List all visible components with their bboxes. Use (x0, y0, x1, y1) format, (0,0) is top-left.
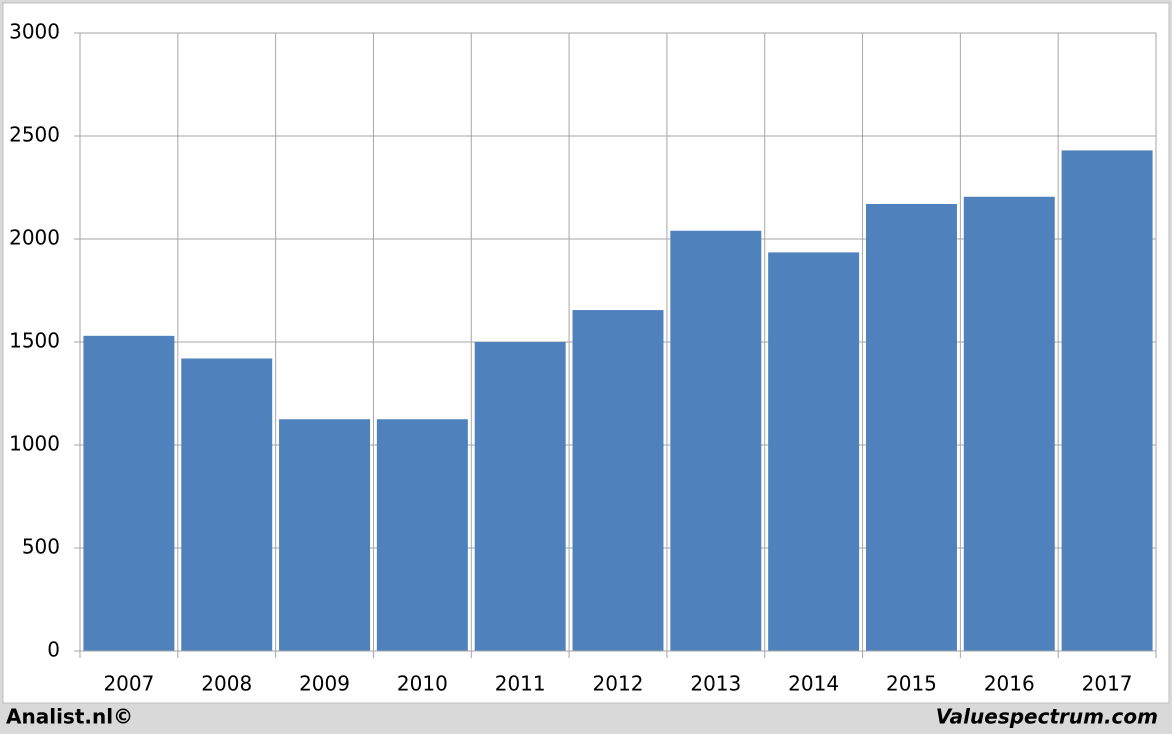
y-tick-label: 2000 (9, 226, 60, 250)
x-tick-label: 2013 (690, 672, 741, 696)
y-tick-label: 3000 (9, 20, 60, 44)
source-right: Valuespectrum.com (936, 705, 1158, 729)
x-tick-label: 2007 (103, 672, 154, 696)
x-tick-label: 2014 (788, 672, 839, 696)
x-tick-label: 2010 (397, 672, 448, 696)
bar (181, 358, 273, 651)
bar (1061, 150, 1153, 652)
bar (83, 335, 175, 651)
bar (279, 419, 371, 651)
y-tick-label: 1500 (9, 329, 60, 353)
x-tick-label: 2009 (299, 672, 350, 696)
x-tick-label: 2017 (1082, 672, 1133, 696)
bar (865, 203, 957, 652)
bar (572, 310, 664, 651)
bar (670, 230, 762, 651)
bar (768, 252, 860, 651)
x-tick-label: 2012 (593, 672, 644, 696)
bar (376, 419, 468, 651)
bar (474, 342, 566, 651)
x-tick-label: 2016 (984, 672, 1035, 696)
y-tick-label: 0 (47, 638, 60, 662)
source-left: Analist.nl© (6, 705, 133, 729)
y-tick-label: 500 (22, 535, 60, 559)
y-tick-label: 2500 (9, 123, 60, 147)
x-tick-label: 2015 (886, 672, 937, 696)
x-tick-label: 2011 (495, 672, 546, 696)
y-tick-label: 1000 (9, 432, 60, 456)
x-tick-label: 2008 (201, 672, 252, 696)
bar (963, 196, 1055, 651)
